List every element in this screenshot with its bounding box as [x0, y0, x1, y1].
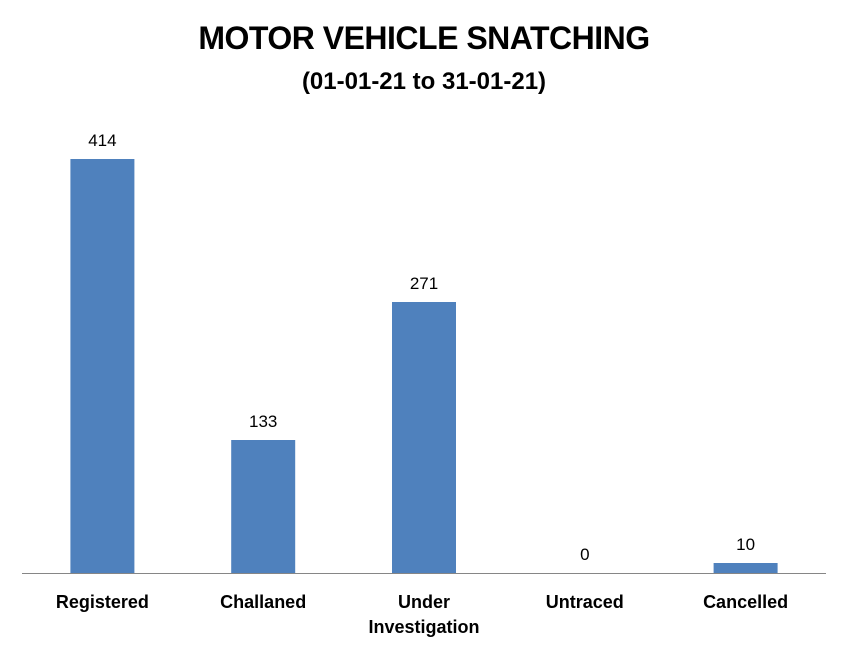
- category-label-0: Registered: [56, 592, 149, 612]
- data-label-4: 10: [736, 535, 755, 554]
- category-label-2: Under Investigation: [368, 592, 479, 637]
- bar-2: [392, 302, 456, 573]
- category-label-4: Cancelled: [703, 592, 788, 612]
- category-label-1: Challaned: [220, 592, 306, 612]
- data-label-0: 414: [88, 131, 116, 150]
- category-label-3: Untraced: [546, 592, 624, 612]
- category-label-line: Cancelled: [703, 592, 788, 612]
- category-label-line: Under: [398, 592, 450, 612]
- data-label-3: 0: [580, 545, 589, 564]
- chart-title: MOTOR VEHICLE SNATCHING: [198, 20, 650, 56]
- category-label-line: Untraced: [546, 592, 624, 612]
- category-label-line: Investigation: [368, 617, 479, 637]
- category-label-line: Challaned: [220, 592, 306, 612]
- bar-0: [70, 159, 135, 573]
- category-label-line: Registered: [56, 592, 149, 612]
- data-label-1: 133: [249, 412, 277, 431]
- bar-4: [713, 563, 778, 573]
- bar-1: [231, 440, 296, 573]
- data-label-2: 271: [410, 274, 438, 293]
- chart-subtitle: (01-01-21 to 31-01-21): [301, 68, 547, 95]
